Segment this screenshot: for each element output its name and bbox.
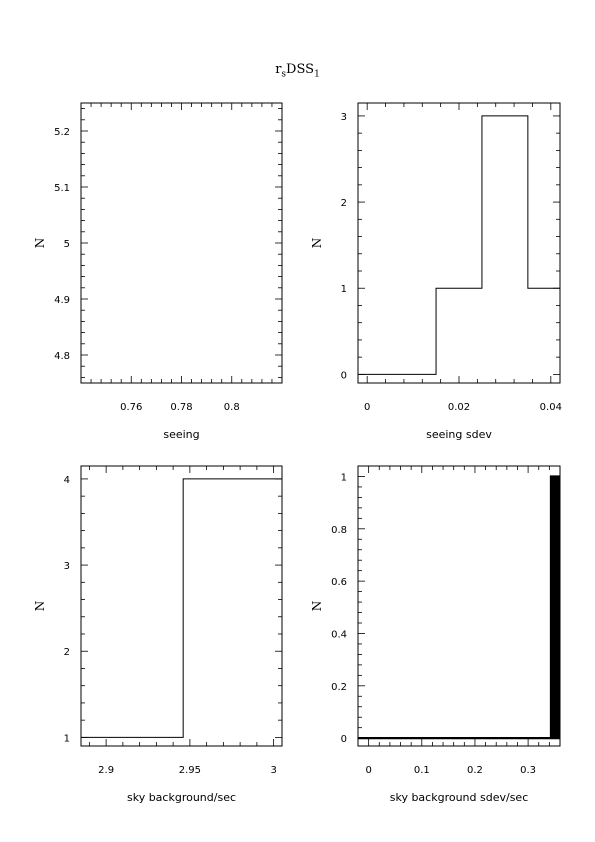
- panel-sky-background-sdev: 0 0.1 0.2 0.3 0 0.2 0.4 0.6 0.8 1 sky background s…: [310, 465, 561, 804]
- y-tick-label: 0.8: [331, 525, 347, 536]
- y-tick-label: 5: [64, 239, 70, 250]
- histogram-step-line: [358, 115, 560, 375]
- y-axis-label: N: [310, 601, 324, 612]
- y-tick-label: 5.1: [54, 183, 70, 194]
- x-tick-label: 0.3: [520, 765, 536, 776]
- x-axis-label: sky background/sec: [127, 791, 236, 804]
- y-tick-label: 0.6: [331, 577, 347, 588]
- y-axis-label: N: [33, 601, 47, 612]
- x-tick-label: 2.9: [98, 765, 114, 776]
- panel-sky-background: 2.9 2.95 3 1 2 3 4 sky background/sec N: [33, 465, 283, 804]
- y-axis-label: N: [310, 238, 324, 249]
- y-tick-label: 4.9: [54, 295, 70, 306]
- y-tick-label: 0.4: [331, 629, 347, 640]
- x-tick-label: 0.02: [448, 402, 470, 413]
- y-tick-label: 0.2: [331, 682, 347, 693]
- panel-seeing-sdev: 0 0.02 0.04 0 1 2 3 seeing sdev N: [310, 102, 562, 441]
- y-tick-label: 1: [341, 284, 347, 295]
- y-tick-label: 3: [341, 112, 347, 123]
- y-tick-label: 5.2: [54, 127, 70, 138]
- y-tick-label: 1: [341, 472, 347, 483]
- y-tick-label: 3: [64, 561, 70, 572]
- x-axis-label: seeing sdev: [426, 428, 492, 441]
- x-axis-label: sky background sdev/sec: [390, 791, 529, 804]
- x-tick-label: 3: [270, 765, 276, 776]
- y-tick-label: 4: [64, 475, 70, 486]
- plot-frame: [80, 465, 283, 747]
- x-tick-label: 0.78: [170, 402, 192, 413]
- title-sub-2: 1: [314, 69, 320, 80]
- histogram-step-line: [81, 478, 282, 738]
- y-tick-label: 2: [64, 647, 70, 658]
- y-axis-label: N: [33, 238, 47, 249]
- y-tick-label: 4.8: [54, 351, 70, 362]
- x-axis-label: seeing: [163, 428, 199, 441]
- title-mid: DSS: [286, 62, 315, 77]
- x-tick-label: 0.1: [414, 765, 430, 776]
- panel-seeing: 0.76 0.78 0.8 4.8 4.9 5 5.1 5.2 seeing N: [33, 102, 283, 441]
- plot-frame: [80, 102, 283, 384]
- x-tick-label: 0.8: [224, 402, 240, 413]
- x-tick-label: 0.04: [540, 402, 562, 413]
- plot-frame: [357, 102, 561, 384]
- figure-title: rsDSS1: [0, 62, 595, 80]
- x-tick-label: 0.76: [120, 402, 142, 413]
- x-tick-label: 0.2: [467, 765, 483, 776]
- histogram-step-line: [358, 475, 561, 740]
- x-tick-label: 2.95: [179, 765, 201, 776]
- y-tick-label: 0: [341, 370, 347, 381]
- title-main: r: [275, 62, 282, 77]
- x-tick-label: 0: [364, 402, 370, 413]
- title-sub-1: s: [281, 69, 287, 80]
- x-tick-label: 0: [365, 765, 371, 776]
- y-tick-label: 0: [341, 734, 347, 745]
- plot-frame: [357, 465, 561, 747]
- y-tick-label: 2: [341, 198, 347, 209]
- y-tick-label: 1: [64, 733, 70, 744]
